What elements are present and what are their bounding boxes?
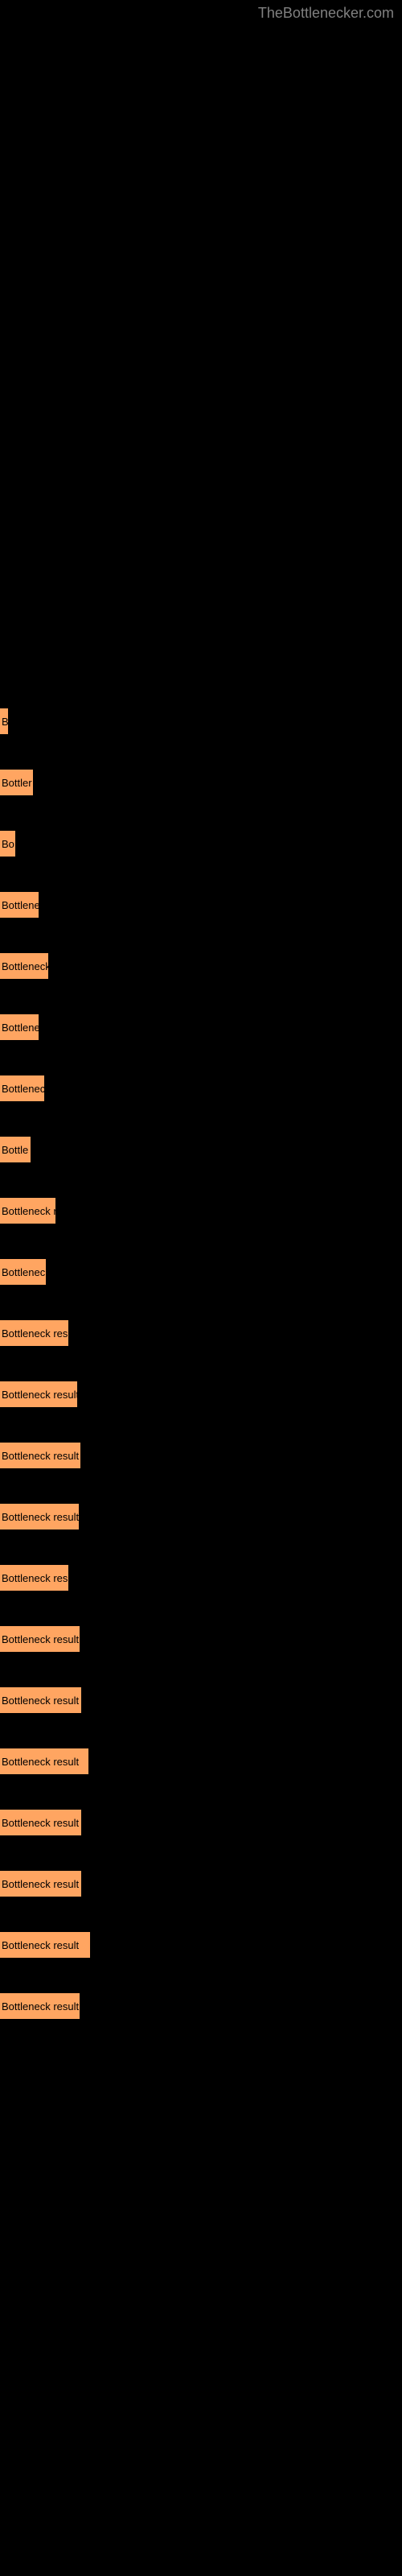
bar-row: Bottleneck result — [0, 1443, 402, 1468]
bar-label: Bottleneck result — [0, 1871, 81, 1897]
bar-label: Bottle — [0, 1137, 31, 1162]
bar-row: Bottlenec — [0, 1259, 402, 1285]
bar-row: Bottleneck result — [0, 1932, 402, 1958]
bar-label: Bottleneck result — [0, 1932, 90, 1958]
bar-row: Bottleneck result — [0, 1748, 402, 1774]
bar-label: Bottleneck — [0, 953, 48, 979]
bar-label: Bottleneck result — [0, 1748, 88, 1774]
bar-label: Bottler — [0, 770, 33, 795]
bar-label: Bottleneck result — [0, 1443, 80, 1468]
bar-label: Bottleneck r — [0, 1198, 55, 1224]
bar-label: B — [0, 708, 8, 734]
bar-row: Bottleneck result — [0, 1810, 402, 1835]
bar-label: Bottleneck result — [0, 1626, 80, 1652]
bar-label: Bottlenec — [0, 1075, 44, 1101]
bar-row: Bottleneck — [0, 953, 402, 979]
bar-row: Bottleneck r — [0, 1198, 402, 1224]
bar-label: Bottleneck resu — [0, 1320, 68, 1346]
bar-row: Bottleneck result — [0, 1381, 402, 1407]
bar-row: Bottler — [0, 770, 402, 795]
bar-row: Bottleneck result — [0, 1871, 402, 1897]
bar-label: Bottlene — [0, 1014, 39, 1040]
bar-label: Bottleneck result — [0, 1993, 80, 2019]
bar-label: Bottleneck resu — [0, 1565, 68, 1591]
bar-row: Bottlene — [0, 892, 402, 918]
bar-row: Bottleneck resu — [0, 1565, 402, 1591]
bar-label: Bottleneck result — [0, 1504, 79, 1530]
bar-label: Bo — [0, 831, 15, 857]
bar-label: Bottlene — [0, 892, 39, 918]
bar-row: Bottleneck resu — [0, 1320, 402, 1346]
bars-container: B Bottler Bo Bottlene Bottleneck Bottlene Bott… — [0, 708, 402, 2054]
bar-row: Bottlenec — [0, 1075, 402, 1101]
bar-label: Bottleneck result — [0, 1810, 81, 1835]
bar-row: Bottleneck result — [0, 1504, 402, 1530]
bar-row: Bottleneck result — [0, 1687, 402, 1713]
bar-row: Bottleneck result — [0, 1993, 402, 2019]
bar-label: Bottleneck result — [0, 1687, 81, 1713]
bar-row: B — [0, 708, 402, 734]
watermark-text: TheBottlenecker.com — [258, 5, 394, 22]
bar-label: Bottleneck result — [0, 1381, 77, 1407]
bar-row: Bo — [0, 831, 402, 857]
bar-label: Bottlenec — [0, 1259, 46, 1285]
bar-row: Bottle — [0, 1137, 402, 1162]
bar-row: Bottleneck result — [0, 1626, 402, 1652]
bar-row: Bottlene — [0, 1014, 402, 1040]
